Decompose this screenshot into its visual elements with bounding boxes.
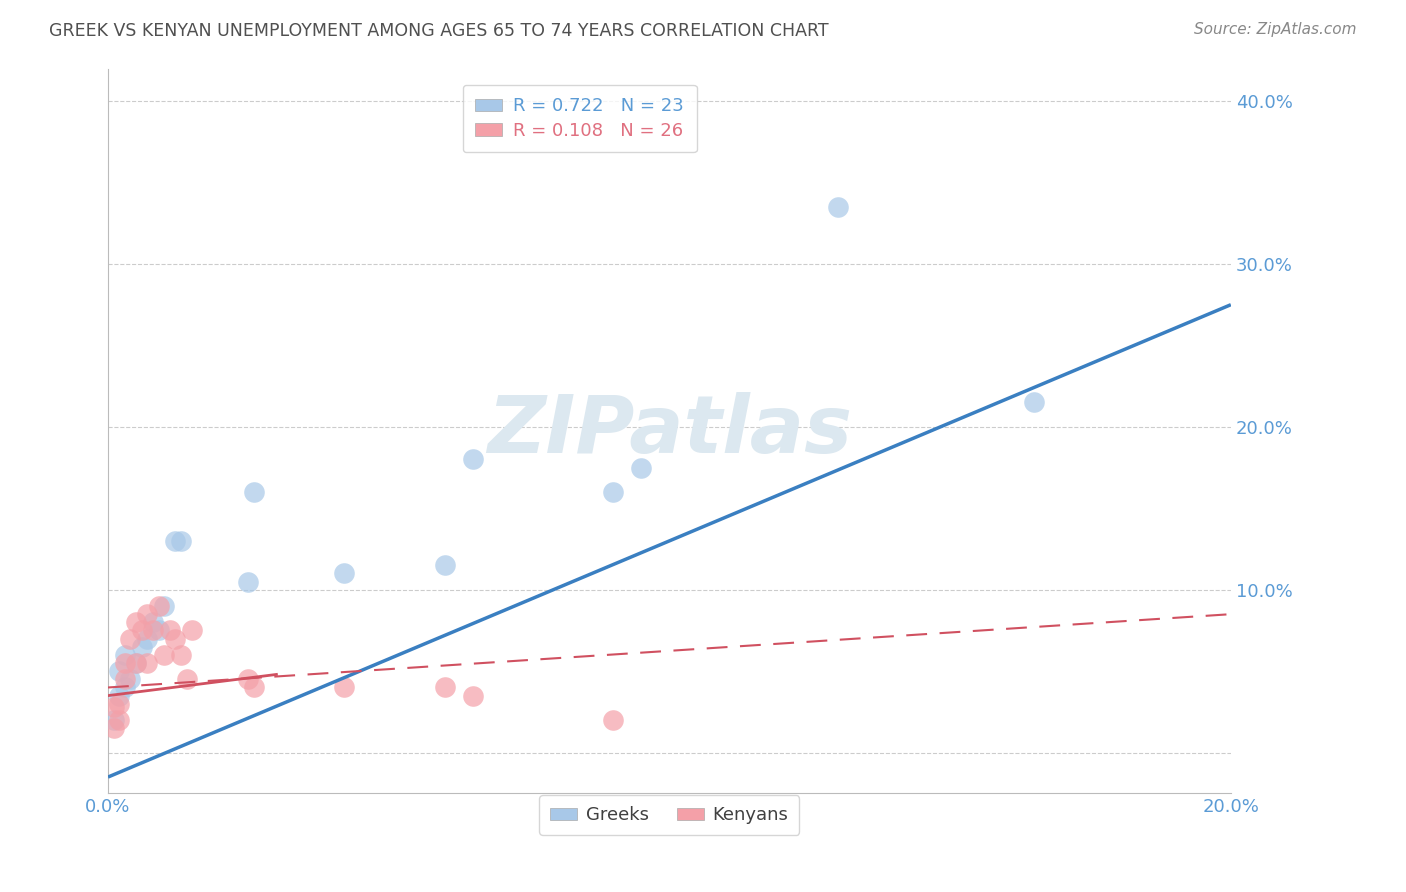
Point [103, 700, 125, 714]
Point [243, 681, 266, 695]
Text: Source: ZipAtlas.com: Source: ZipAtlas.com [1194, 22, 1357, 37]
Point [159, 624, 181, 638]
Point [148, 624, 170, 638]
Point [142, 615, 165, 630]
Point [125, 656, 148, 670]
Point [170, 533, 193, 548]
Point [333, 566, 356, 581]
Y-axis label: Unemployment Among Ages 65 to 74 years: Unemployment Among Ages 65 to 74 years [0, 255, 7, 607]
Point [114, 681, 136, 695]
Point [461, 452, 484, 467]
Point [433, 681, 456, 695]
Point [114, 648, 136, 662]
Text: ZIPatlas: ZIPatlas [486, 392, 852, 470]
Point [108, 689, 131, 703]
Point [238, 574, 260, 589]
Point [103, 713, 125, 727]
Point [238, 673, 260, 687]
Point [827, 200, 849, 214]
Point [433, 558, 456, 573]
Point [114, 656, 136, 670]
Point [125, 656, 148, 670]
Point [131, 624, 153, 638]
Point [153, 648, 176, 662]
Point [114, 673, 136, 687]
Point [165, 632, 187, 646]
Point [120, 632, 142, 646]
Point [108, 697, 131, 711]
Point [170, 648, 193, 662]
Point [630, 460, 652, 475]
Point [181, 624, 204, 638]
Point [243, 485, 266, 500]
Point [1024, 395, 1046, 409]
Point [176, 673, 198, 687]
Point [103, 721, 125, 735]
Point [142, 624, 165, 638]
Point [461, 689, 484, 703]
Point [120, 673, 142, 687]
Point [108, 713, 131, 727]
Point [136, 632, 159, 646]
Point [108, 664, 131, 678]
Point [125, 615, 148, 630]
Point [136, 607, 159, 622]
Point [131, 640, 153, 654]
Point [153, 599, 176, 613]
Point [602, 713, 624, 727]
Point [333, 681, 356, 695]
Legend: Greeks, Kenyans: Greeks, Kenyans [540, 796, 800, 835]
Text: GREEK VS KENYAN UNEMPLOYMENT AMONG AGES 65 TO 74 YEARS CORRELATION CHART: GREEK VS KENYAN UNEMPLOYMENT AMONG AGES … [49, 22, 828, 40]
Point [136, 656, 159, 670]
Point [602, 485, 624, 500]
Point [165, 533, 187, 548]
Point [148, 599, 170, 613]
